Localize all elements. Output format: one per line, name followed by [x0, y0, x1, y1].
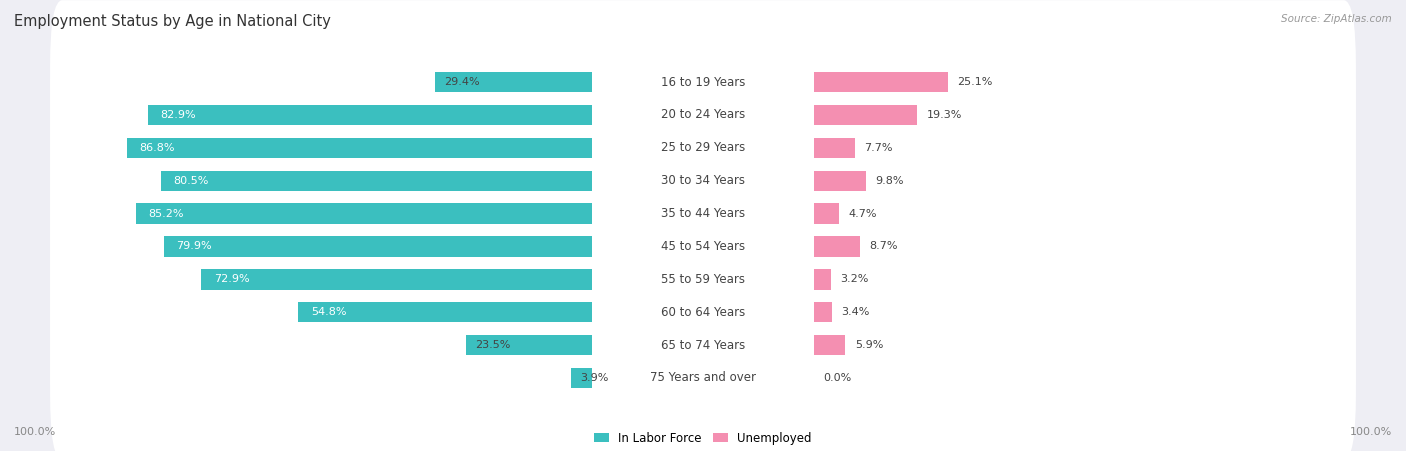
Text: 8.7%: 8.7%: [870, 241, 898, 252]
Text: 35 to 44 Years: 35 to 44 Years: [661, 207, 745, 220]
Text: 25 to 29 Years: 25 to 29 Years: [661, 141, 745, 154]
Bar: [814, 105, 917, 125]
FancyBboxPatch shape: [51, 198, 1355, 361]
Text: 54.8%: 54.8%: [311, 307, 346, 317]
Text: 55 to 59 Years: 55 to 59 Years: [661, 273, 745, 286]
Bar: [814, 138, 855, 158]
Text: 23.5%: 23.5%: [475, 340, 510, 350]
Text: 3.9%: 3.9%: [581, 373, 609, 383]
Bar: [814, 335, 845, 355]
Text: 72.9%: 72.9%: [214, 274, 249, 284]
Bar: [165, 236, 592, 257]
Bar: [814, 269, 831, 290]
Text: 7.7%: 7.7%: [865, 143, 893, 153]
FancyBboxPatch shape: [51, 165, 1355, 328]
Bar: [127, 138, 592, 158]
Bar: [148, 105, 592, 125]
Text: 20 to 24 Years: 20 to 24 Years: [661, 108, 745, 121]
Text: 85.2%: 85.2%: [148, 208, 183, 219]
Legend: In Labor Force, Unemployed: In Labor Force, Unemployed: [589, 427, 817, 449]
FancyBboxPatch shape: [51, 296, 1355, 451]
Text: 82.9%: 82.9%: [160, 110, 195, 120]
FancyBboxPatch shape: [51, 132, 1355, 295]
Bar: [160, 170, 592, 191]
Text: 86.8%: 86.8%: [139, 143, 174, 153]
Text: 0.0%: 0.0%: [823, 373, 852, 383]
FancyBboxPatch shape: [51, 0, 1355, 164]
Text: 29.4%: 29.4%: [444, 77, 479, 87]
Bar: [814, 170, 866, 191]
Text: 30 to 34 Years: 30 to 34 Years: [661, 174, 745, 187]
FancyBboxPatch shape: [51, 66, 1355, 230]
Bar: [135, 203, 592, 224]
Bar: [814, 236, 860, 257]
Text: Employment Status by Age in National City: Employment Status by Age in National Cit…: [14, 14, 330, 28]
Text: 3.4%: 3.4%: [841, 307, 870, 317]
Bar: [298, 302, 592, 322]
Bar: [814, 302, 832, 322]
FancyBboxPatch shape: [51, 99, 1355, 262]
Text: 75 Years and over: 75 Years and over: [650, 372, 756, 384]
Text: 9.8%: 9.8%: [876, 176, 904, 186]
FancyBboxPatch shape: [51, 263, 1355, 427]
Text: 60 to 64 Years: 60 to 64 Years: [661, 306, 745, 319]
Bar: [434, 72, 592, 92]
Text: 45 to 54 Years: 45 to 54 Years: [661, 240, 745, 253]
Text: 100.0%: 100.0%: [1350, 428, 1392, 437]
FancyBboxPatch shape: [51, 33, 1355, 197]
Bar: [467, 335, 592, 355]
Text: 19.3%: 19.3%: [927, 110, 962, 120]
Text: 5.9%: 5.9%: [855, 340, 883, 350]
Text: 3.2%: 3.2%: [841, 274, 869, 284]
Bar: [571, 368, 592, 388]
Bar: [201, 269, 592, 290]
Bar: [814, 203, 839, 224]
Text: 79.9%: 79.9%: [176, 241, 212, 252]
Text: 4.7%: 4.7%: [848, 208, 877, 219]
Text: 100.0%: 100.0%: [14, 428, 56, 437]
Text: 16 to 19 Years: 16 to 19 Years: [661, 76, 745, 88]
Text: 80.5%: 80.5%: [173, 176, 208, 186]
Text: 65 to 74 Years: 65 to 74 Years: [661, 339, 745, 352]
Text: Source: ZipAtlas.com: Source: ZipAtlas.com: [1281, 14, 1392, 23]
FancyBboxPatch shape: [51, 230, 1355, 394]
Bar: [814, 72, 949, 92]
Text: 25.1%: 25.1%: [957, 77, 993, 87]
